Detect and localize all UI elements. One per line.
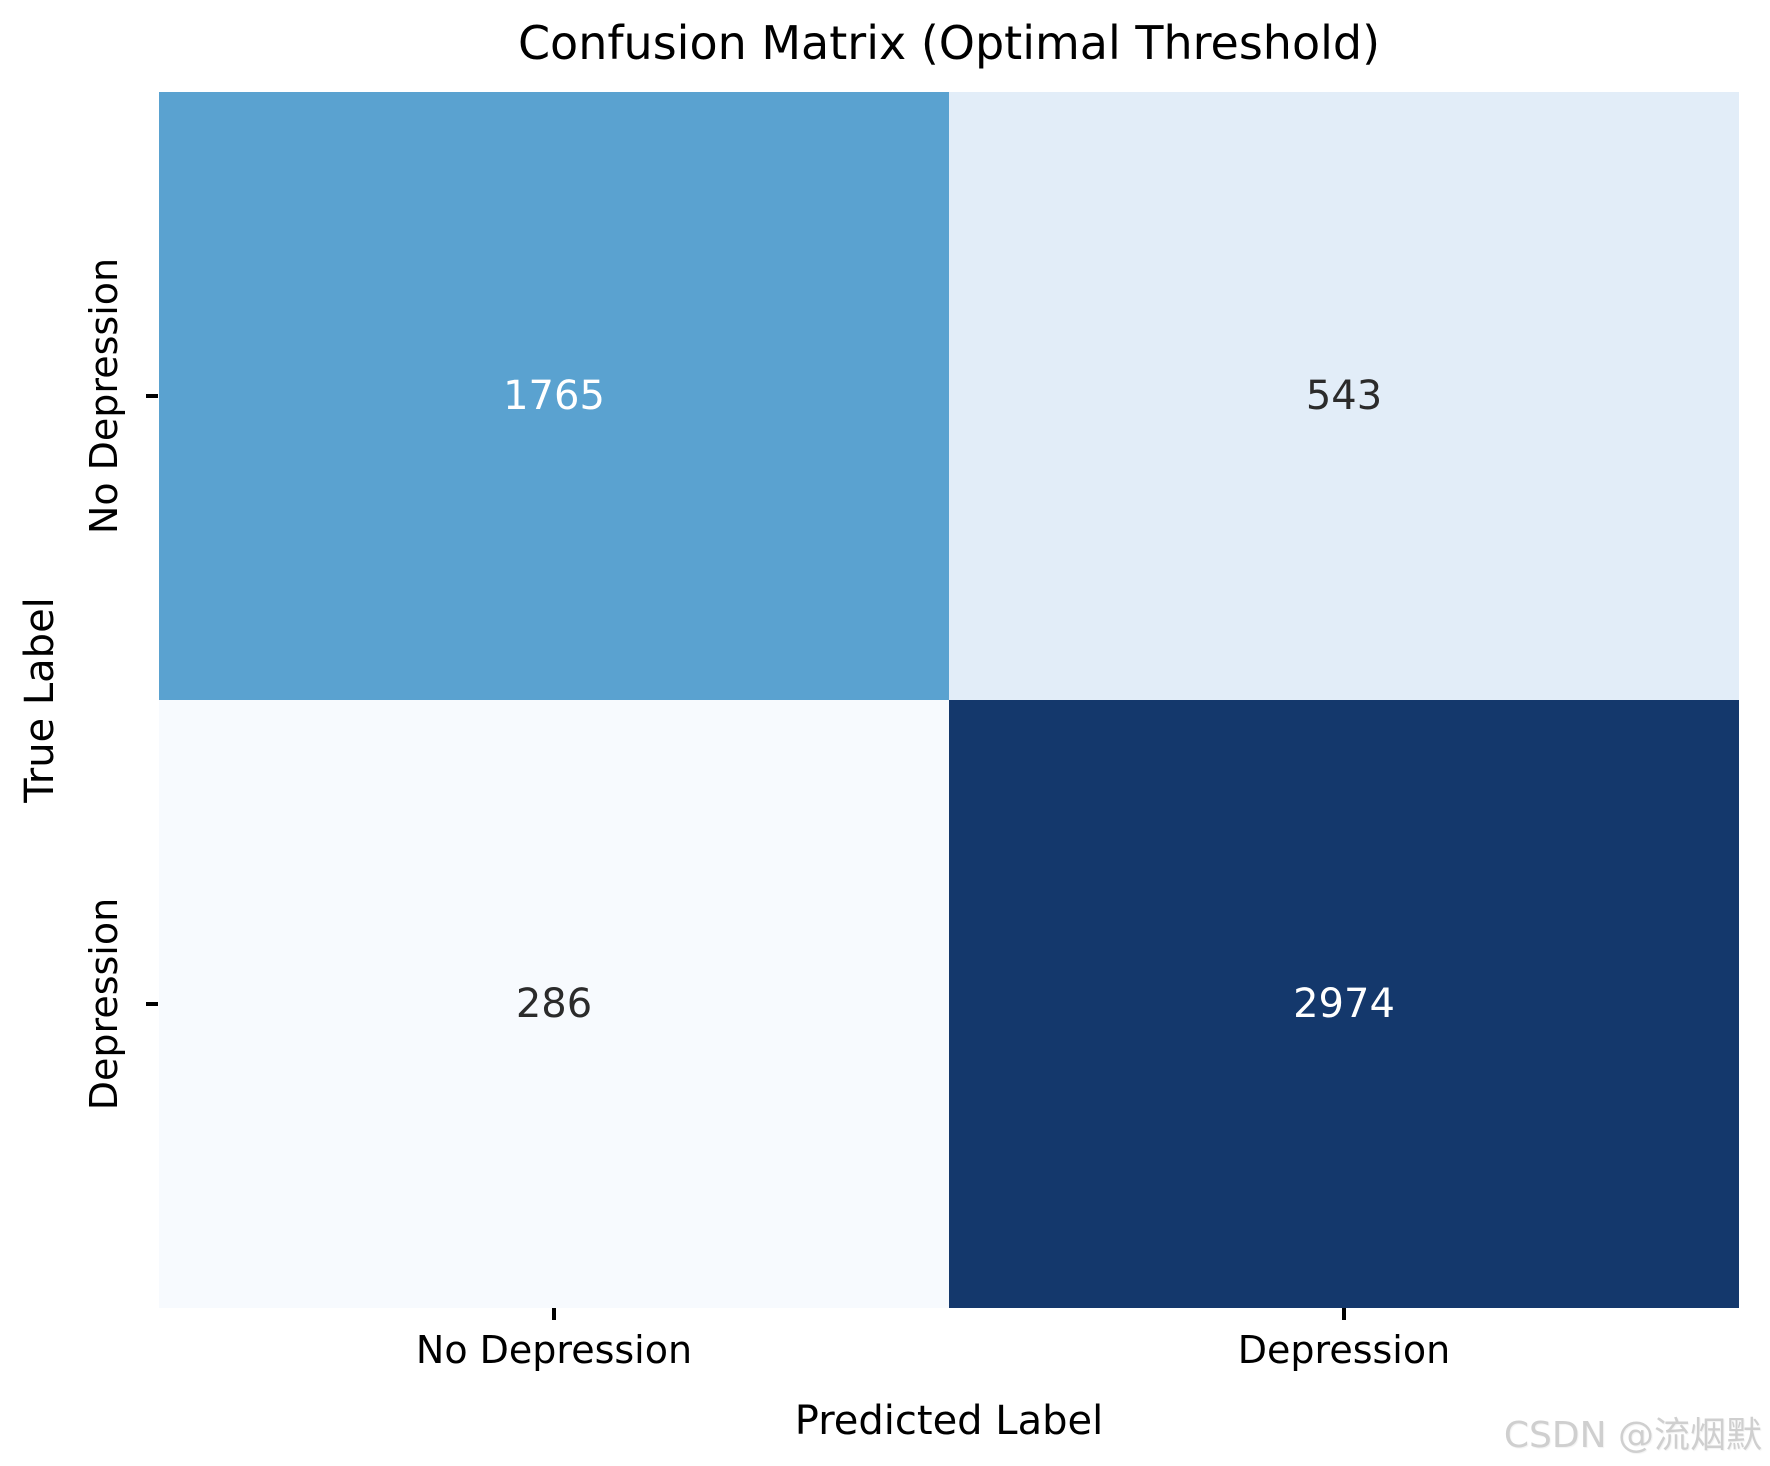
heatmap-plot: 1765 543 286 2974 — [159, 92, 1739, 1308]
x-axis-label: Predicted Label — [794, 1398, 1104, 1444]
x-tick-label-no-depression: No Depression — [415, 1328, 693, 1372]
heatmap-cell-true-yes-pred-yes: 2974 — [949, 700, 1739, 1308]
y-tick-label-depression: Depression — [82, 897, 126, 1111]
x-tick-label-depression: Depression — [1237, 1328, 1451, 1372]
csdn-watermark: CSDN @流烟默 — [1503, 1415, 1762, 1456]
heatmap-cell-true-no-pred-yes: 543 — [949, 92, 1739, 700]
y-tick-label-no-depression: No Depression — [82, 257, 126, 535]
y-tick-mark-depression — [146, 1002, 158, 1006]
x-tick-mark-no-depression — [552, 1308, 556, 1320]
x-tick-mark-depression — [1342, 1308, 1346, 1320]
y-axis-label: True Label — [17, 597, 63, 803]
heatmap-cell-true-no-pred-no: 1765 — [159, 92, 949, 700]
chart-title: Confusion Matrix (Optimal Threshold) — [517, 16, 1381, 70]
heatmap-cell-true-yes-pred-no: 286 — [159, 700, 949, 1308]
y-tick-mark-no-depression — [146, 394, 158, 398]
